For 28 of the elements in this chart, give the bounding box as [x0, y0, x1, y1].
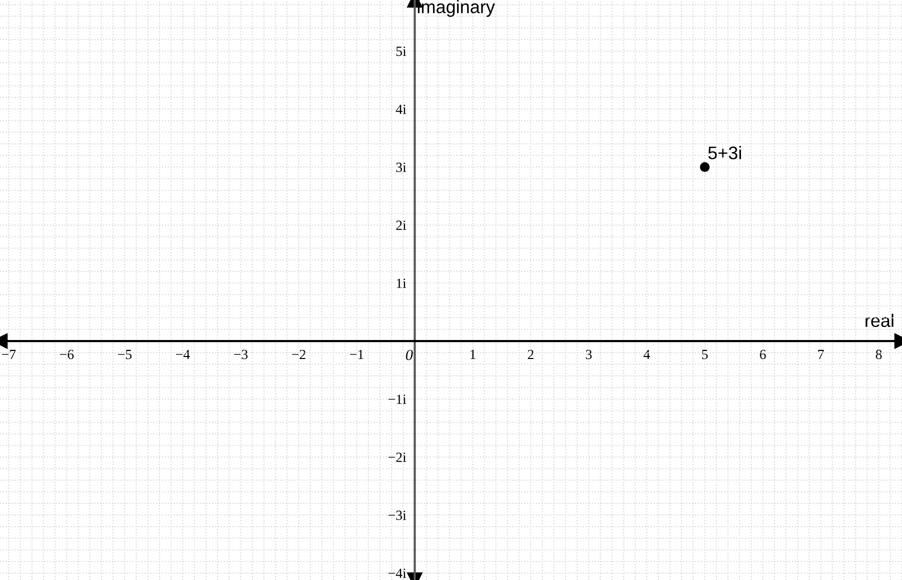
x-tick-label: 4: [644, 350, 650, 360]
x-tick-label: −6: [60, 350, 74, 360]
x-tick-label: 5: [702, 350, 708, 360]
x-tick-label: −1: [350, 350, 364, 360]
y-tick-label: 3i: [396, 162, 406, 172]
y-tick-label: −1i: [388, 394, 406, 404]
x-tick-label: −3: [234, 350, 248, 360]
x-tick-label: 8: [876, 350, 882, 360]
y-tick-label: 5i: [396, 46, 406, 56]
annotation: 5+3i: [708, 146, 741, 160]
x-tick-label: 6: [760, 350, 766, 360]
y-tick-label: −3i: [388, 510, 406, 520]
x-tick-label: 7: [818, 350, 824, 360]
y-tick-label: 1i: [396, 278, 406, 288]
x-axis-title: real: [866, 314, 894, 328]
y-tick-label: −4i: [388, 568, 406, 578]
y-tick-label: −2i: [388, 452, 406, 462]
x-tick-label: −2: [292, 350, 306, 360]
x-tick-label: 1: [470, 350, 476, 360]
x-tick-label: 3: [586, 350, 592, 360]
y-tick-label: 2i: [396, 220, 406, 230]
x-tick-label: −4: [176, 350, 190, 360]
x-tick-label: −7: [2, 350, 16, 360]
x-tick-label: 2: [528, 350, 534, 360]
y-tick-label: 4i: [396, 104, 406, 114]
x-tick-label: 0: [406, 350, 413, 360]
y-axis-title: imaginary: [418, 0, 495, 17]
x-tick-label: −5: [118, 350, 132, 360]
